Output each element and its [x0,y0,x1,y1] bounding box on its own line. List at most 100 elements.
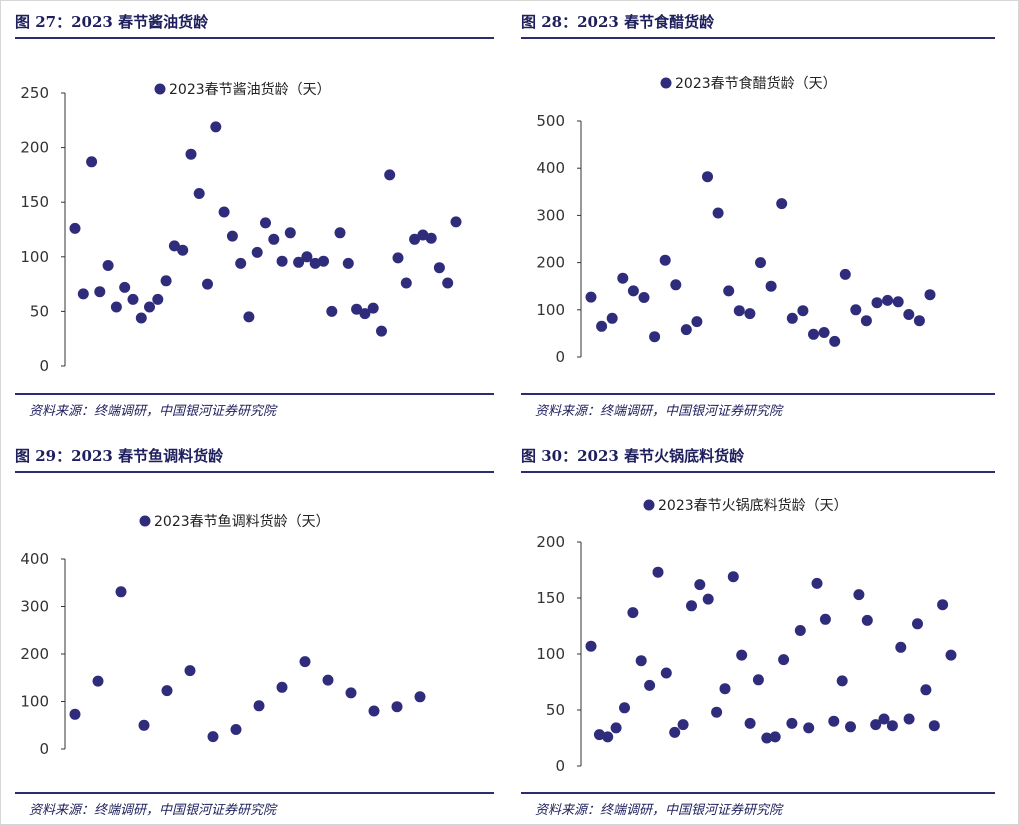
figure-27-panel: 图 27：2023 春节酱油货龄 0 50 100 150 200 250 2023春节酱油… [15,7,494,425]
data-point [102,260,114,271]
data-point [585,291,597,303]
source-divider [521,393,995,395]
data-point [276,681,288,693]
data-point [253,700,265,712]
source-divider [15,393,494,395]
data-point [850,304,862,316]
data-point [193,188,205,199]
data-point [845,721,856,733]
data-point [895,641,907,653]
data-point [251,246,263,258]
figure-29-panel: 图 29：2023 春节鱼调料货龄 0 100 200 300 400 2023春节鱼调料… [15,441,494,821]
data-point [627,285,639,297]
source-note: 资料来源：终端调研，中国银河证券研究院 [535,404,783,419]
data-point [596,320,608,332]
data-point [769,731,781,743]
data-point [836,675,848,687]
y-tick-label: 0 [555,348,565,366]
data-point [391,701,403,713]
data-point [903,309,915,320]
data-point [414,691,426,703]
data-point [680,324,692,336]
source-note: 资料来源：终端调研，中国银河证券研究院 [29,803,277,818]
source-note: 资料来源：终端调研，中国银河证券研究院 [29,404,277,419]
data-point [69,222,81,234]
data-point [711,706,723,718]
data-point [829,335,841,347]
data-point [301,251,313,263]
data-point [912,618,923,630]
data-point [299,656,311,668]
data-point [260,217,271,229]
data-point [627,607,639,619]
y-tick-label: 0 [555,757,565,775]
data-point [77,288,89,300]
data-point [733,305,745,317]
data-point [660,667,672,679]
data-point [744,308,756,320]
legend-marker [154,83,166,95]
data-point [619,702,630,714]
data-point [617,272,629,284]
data-point [819,613,831,625]
data-point [384,169,396,181]
data-point [138,719,150,731]
y-tick-label: 0 [39,740,49,758]
data-point [345,687,357,699]
data-point [585,640,597,652]
y-tick-label: 500 [536,112,565,130]
data-point [652,566,664,578]
data-point [811,577,823,589]
figure-28-panel: 图 28：2023 春节食醋货龄 0 100 200 300 400 500 2023春节食… [521,7,995,425]
data-point [119,281,131,293]
data-point [442,277,454,289]
data-point [635,655,647,667]
legend-label: 2023春节火锅底料货龄（天） [658,497,848,514]
y-tick-label: 300 [20,598,49,616]
legend-marker [660,77,672,89]
y-tick-label: 100 [20,248,49,266]
data-point [351,303,363,315]
data-point [892,296,904,308]
data-point [644,679,656,691]
figure-30-panel: 图 30：2023 春节火锅底料货龄 0 50 100 150 200 2023春节火锅底… [521,441,995,821]
data-point [860,315,872,327]
y-tick-label: 50 [30,302,49,320]
y-tick-label: 300 [536,206,565,224]
y-tick-label: 200 [536,533,565,551]
data-point [417,229,429,241]
data-point [828,715,840,727]
y-tick-label: 400 [536,159,565,177]
figure-title: 图 27：2023 春节酱油货龄 [15,7,494,39]
data-point [318,255,329,267]
data-point [752,674,764,686]
data-point [226,230,238,242]
data-point [744,717,756,729]
data-point [786,717,798,729]
data-point [168,240,180,252]
y-tick-label: 200 [536,254,565,272]
source-note: 资料来源：终端调研，中国银河证券研究院 [535,803,783,818]
data-point [606,312,618,324]
data-point [882,294,894,306]
data-point [284,227,296,239]
y-tick-label: 250 [20,84,49,102]
data-point [755,257,766,269]
legend-label: 2023春节食醋货龄（天） [675,75,837,92]
data-point [765,280,777,292]
scatter-chart: 0 50 100 150 200 250 2023春节酱油货龄（天） [20,81,462,375]
y-tick-label: 400 [20,550,49,568]
source-divider [521,792,995,794]
data-point [803,722,815,734]
data-point [602,731,614,743]
data-point [243,311,255,323]
data-point [94,286,106,298]
data-point [702,171,713,183]
data-point [712,207,724,219]
y-tick-label: 100 [20,693,49,711]
data-point [786,312,798,324]
scatter-chart: 0 100 200 300 400 500 2023春节食醋货龄（天） [536,75,936,366]
y-tick-label: 150 [20,193,49,211]
data-point [185,148,197,160]
